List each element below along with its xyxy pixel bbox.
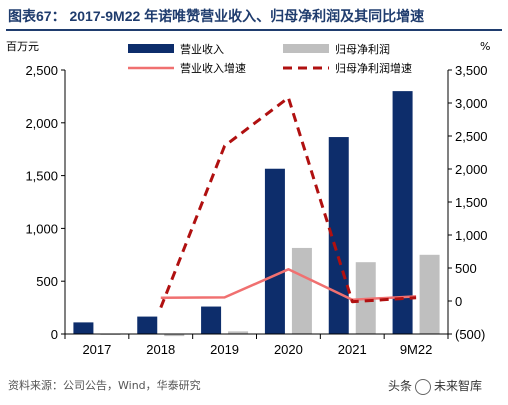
net-profit-growth-line	[159, 96, 417, 309]
x-tick-label: 2019	[210, 342, 239, 357]
left-tick-label: 1,000	[25, 221, 58, 236]
right-tick-label: 2,500	[455, 129, 488, 144]
net-profit-bar	[419, 254, 440, 334]
legend-net-profit-growth-label: 归母净利润增速	[335, 61, 412, 75]
source-note: 资料来源：公司公告，Wind，华泰研究	[8, 379, 201, 392]
left-tick-label: 2,500	[25, 63, 58, 78]
legend-revenue-label: 营业收入	[180, 42, 224, 56]
watermark: 头条 未来智库	[388, 377, 482, 395]
right-tick-label: 1,000	[455, 228, 488, 243]
watermark-prefix: 头条	[388, 379, 413, 393]
net-profit-bar	[291, 247, 312, 334]
revenue-bar	[201, 306, 222, 334]
right-tick-label: (500)	[455, 327, 485, 342]
net-profit-bar	[164, 334, 185, 337]
right-tick-label: 2,000	[455, 162, 488, 177]
legend-revenue-swatch	[128, 44, 174, 53]
x-tick-label: 2021	[338, 342, 367, 357]
watermark-name: 未来智库	[434, 379, 483, 393]
left-tick-label: 1,500	[25, 169, 58, 184]
legend-net-profit-label: 归母净利润	[335, 42, 390, 56]
page-title: 图表67： 2017-9M22 年诺唯赞营业收入、归母净利润及其同比增速	[8, 8, 425, 24]
revenue-bar	[328, 137, 349, 334]
revenue-bar	[264, 168, 285, 334]
x-tick-label: 2020	[274, 342, 303, 357]
right-tick-label: 3,000	[455, 96, 488, 111]
revenue-bar	[392, 91, 413, 335]
x-tick-label: 2017	[82, 342, 111, 357]
legend-revenue-growth-label: 营业收入增速	[180, 61, 246, 75]
revenue-bar	[137, 316, 158, 334]
net-profit-bar	[228, 331, 249, 334]
revenue-bar	[73, 322, 94, 334]
right-tick-label: 0	[455, 294, 462, 309]
watermark-logo-icon	[415, 378, 432, 395]
title-divider	[6, 29, 502, 31]
x-tick-label: 2018	[146, 342, 175, 357]
legend-net-profit-swatch	[283, 44, 329, 53]
bars	[73, 91, 440, 337]
lines	[159, 96, 417, 309]
left-axis-unit: 百万元	[6, 40, 39, 53]
right-tick-label: 500	[455, 261, 477, 276]
right-tick-label: 3,500	[455, 63, 488, 78]
left-tick-label: 500	[36, 274, 58, 289]
x-axis: 2017 2018 2019 2020 2021 9M22	[64, 333, 449, 357]
right-axis-unit: %	[480, 40, 490, 53]
right-tick-label: 1,500	[455, 195, 488, 210]
left-tick-label: 2,000	[25, 116, 58, 131]
right-axis: (500) 0 500 1,000 1,500 2,000 2,500 3,000 3,500%	[447, 40, 490, 342]
revenue-growth-line	[160, 268, 417, 301]
left-tick-label: 0	[51, 327, 58, 342]
x-tick-label: 9M22	[400, 342, 433, 357]
left-axis: 0 500 1,000 1,500 2,000 2,500 百万元	[6, 40, 66, 342]
